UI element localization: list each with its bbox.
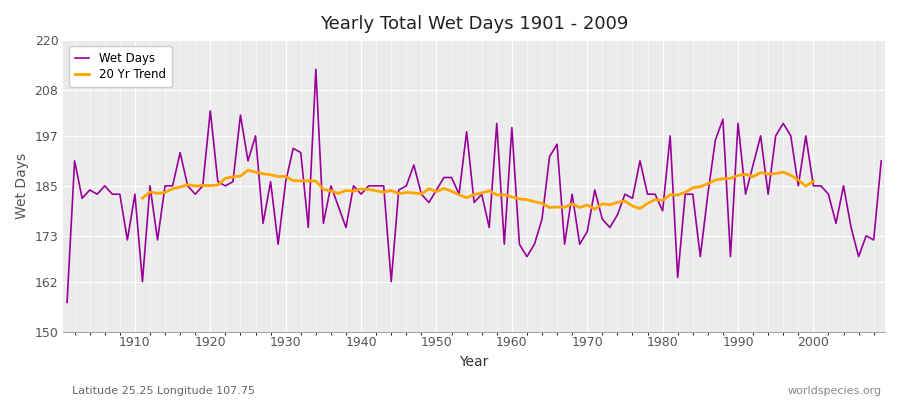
Wet Days	[122, 238, 133, 242]
Wet Days	[310, 67, 321, 72]
Line: Wet Days: Wet Days	[68, 69, 881, 302]
20 Yr Trend	[590, 207, 600, 212]
20 Yr Trend	[619, 199, 630, 204]
Y-axis label: Wet Days: Wet Days	[15, 153, 29, 219]
20 Yr Trend	[228, 174, 238, 179]
Wet Days	[340, 225, 351, 230]
X-axis label: Year: Year	[460, 355, 489, 369]
Wet Days	[514, 242, 525, 246]
Wet Days	[62, 300, 73, 305]
Wet Days	[288, 146, 299, 151]
Text: Latitude 25.25 Longitude 107.75: Latitude 25.25 Longitude 107.75	[72, 386, 255, 396]
20 Yr Trend	[793, 178, 804, 182]
20 Yr Trend	[725, 176, 736, 181]
20 Yr Trend	[137, 196, 148, 200]
20 Yr Trend	[808, 179, 819, 184]
20 Yr Trend	[348, 189, 359, 194]
Legend: Wet Days, 20 Yr Trend: Wet Days, 20 Yr Trend	[69, 46, 172, 87]
Title: Yearly Total Wet Days 1901 - 2009: Yearly Total Wet Days 1901 - 2009	[320, 15, 628, 33]
Text: worldspecies.org: worldspecies.org	[788, 386, 882, 396]
Wet Days	[876, 158, 886, 163]
Wet Days	[507, 125, 517, 130]
Wet Days	[605, 225, 616, 230]
Line: 20 Yr Trend: 20 Yr Trend	[142, 170, 814, 209]
20 Yr Trend	[243, 168, 254, 173]
20 Yr Trend	[710, 178, 721, 182]
